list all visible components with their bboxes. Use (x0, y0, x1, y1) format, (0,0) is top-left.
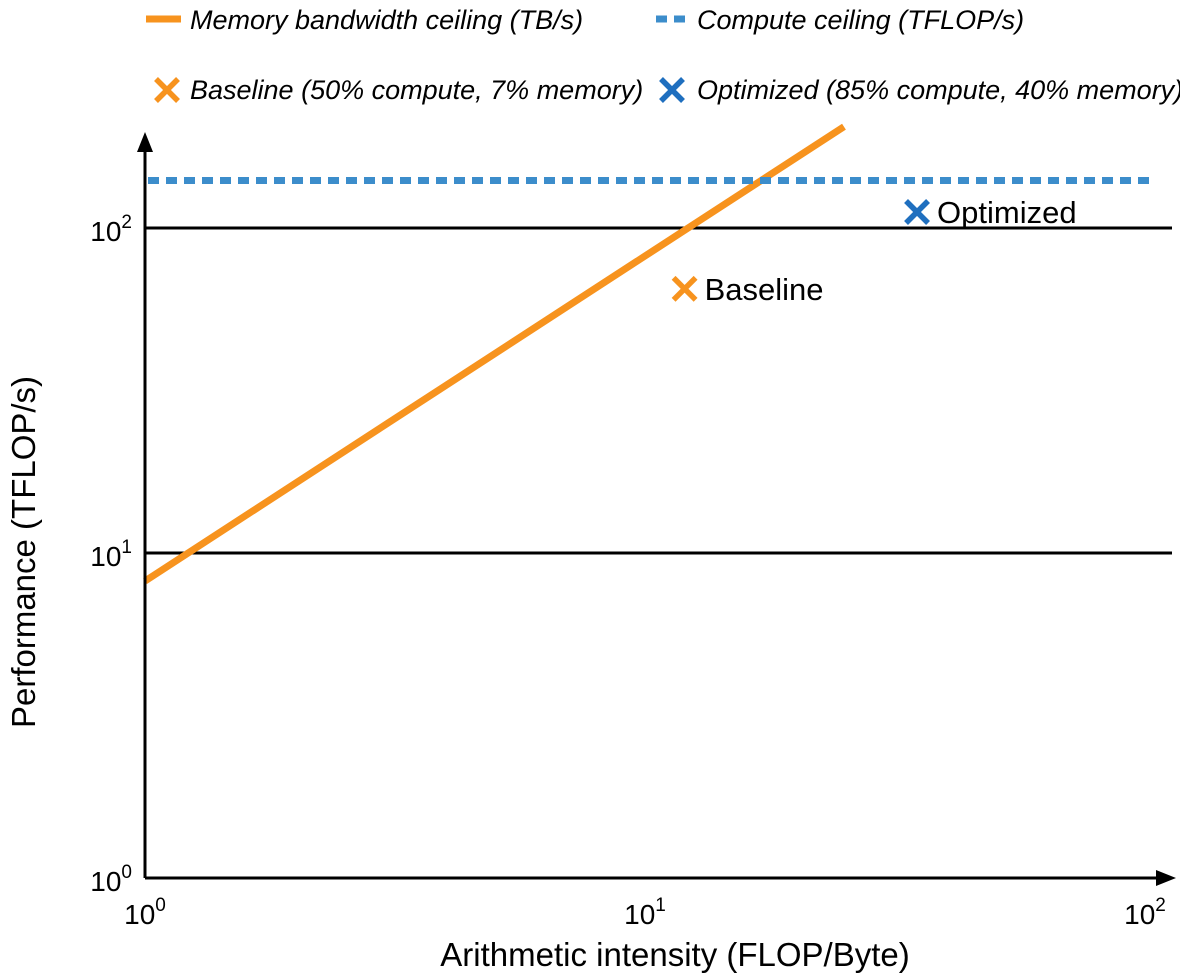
legend-marker-optimized (659, 77, 685, 103)
point-label-1: Optimized (937, 195, 1077, 230)
y-tick-label-2: 102 (90, 212, 132, 247)
point-marker-0-stroke-b (671, 275, 698, 302)
x-tick-label-1-exponent: 1 (655, 895, 666, 916)
legend-label-compute-ceiling: Compute ceiling (TFLOP/s) (697, 5, 1024, 35)
y-tick-label-2-exponent: 2 (121, 212, 132, 233)
x-tick-label-2: 102 (1124, 895, 1166, 930)
x-tick-label-1: 101 (624, 895, 666, 930)
legend-label-memory-bandwidth: Memory bandwidth ceiling (TB/s) (190, 5, 583, 35)
x-tick-label-0-exponent: 0 (155, 895, 166, 916)
point-label-0: Baseline (705, 272, 824, 307)
point-marker-1-stroke-b (904, 199, 930, 225)
x-tick-label-0-base: 10 (124, 899, 155, 930)
data-points: Baseline Optimized (671, 195, 1077, 307)
point-marker-0 (671, 275, 698, 302)
x-tick-label-2-base: 10 (1124, 899, 1155, 930)
gridlines (145, 226, 1172, 555)
series-layer (143, 123, 1153, 584)
legend-label-optimized: Optimized (85% compute, 40% memory) (697, 75, 1180, 105)
x-tick-label-1-base: 10 (624, 899, 655, 930)
y-tick-label-1-exponent: 1 (121, 537, 132, 558)
legend: Memory bandwidth ceiling (TB/s) Compute … (146, 5, 1180, 105)
x-tick-label-0: 100 (124, 895, 166, 930)
y-tick-label-2-base: 10 (90, 216, 121, 247)
axes (137, 132, 1176, 886)
x-axis-label: Arithmetic intensity (FLOP/Byte) (440, 936, 909, 973)
y-tick-label-0-exponent: 0 (121, 862, 132, 883)
x-axis-arrow (1156, 870, 1176, 886)
y-axis-label: Performance (TFLOP/s) (5, 376, 42, 728)
y-tick-label-0: 100 (90, 862, 132, 897)
point-marker-1 (904, 199, 930, 225)
y-tick-label-1-base: 10 (90, 541, 121, 572)
y-tick-label-1: 101 (90, 537, 132, 572)
y-axis-arrow (137, 132, 153, 152)
y-tick-label-0-base: 10 (90, 866, 121, 897)
x-tick-label-2-exponent: 2 (1155, 895, 1166, 916)
series-line-0 (143, 123, 846, 584)
legend-marker-baseline (154, 77, 180, 103)
legend-label-baseline: Baseline (50% compute, 7% memory) (190, 75, 643, 105)
